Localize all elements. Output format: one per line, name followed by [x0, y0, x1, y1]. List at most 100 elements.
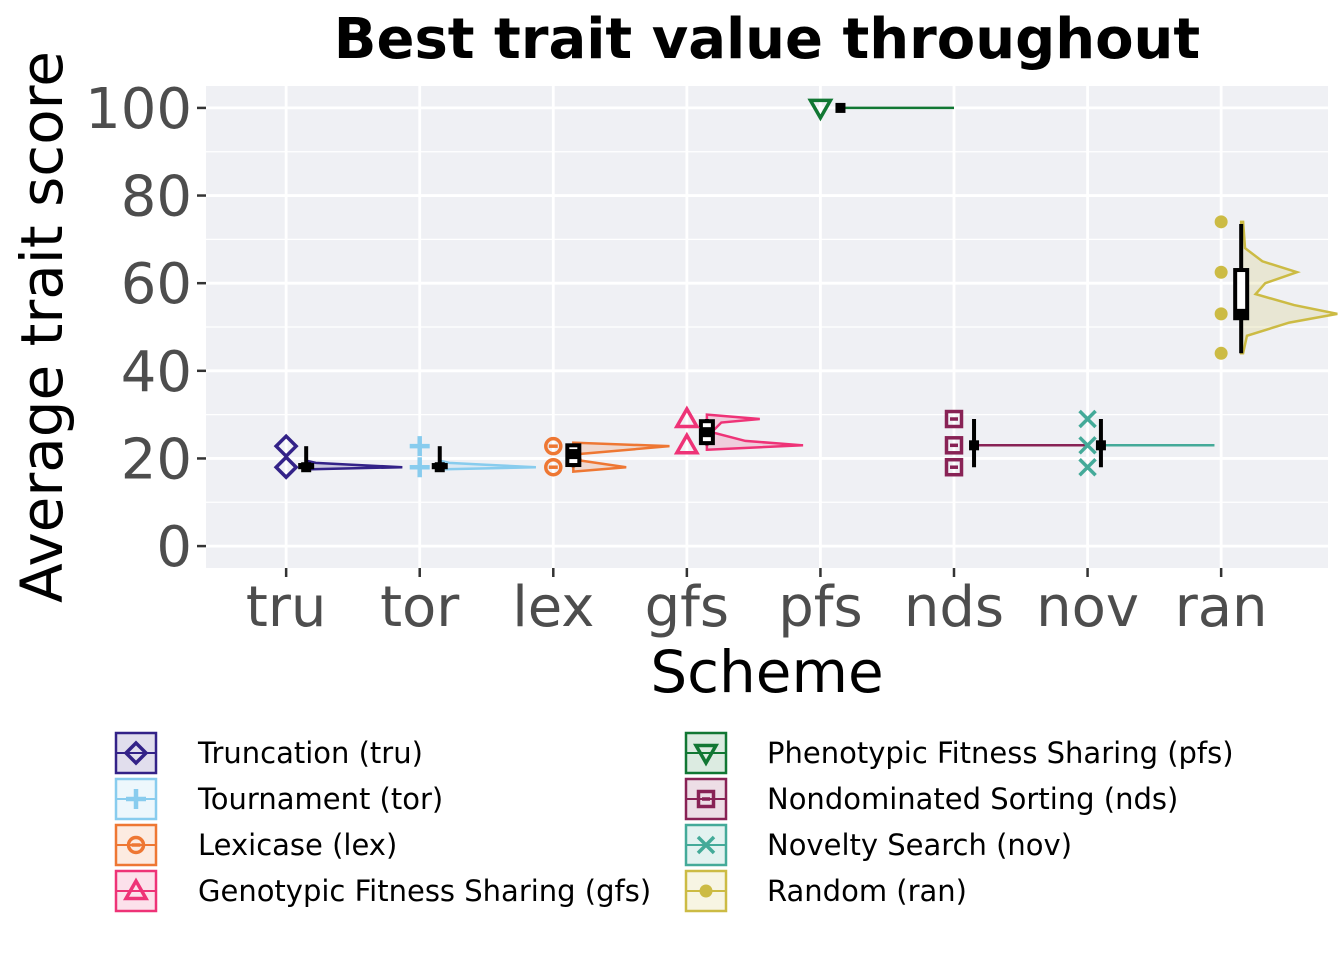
- triangle-down-marker: [692, 743, 720, 767]
- point-nov: [1078, 457, 1097, 477]
- median-nds: [969, 440, 980, 451]
- point-ran: [1214, 307, 1228, 321]
- y-tick-label: 40: [121, 340, 192, 405]
- plus-marker: [409, 436, 430, 457]
- legend-item-nds: Nondominated Sorting (nds): [684, 777, 1178, 821]
- square-marker: [944, 457, 964, 477]
- median-pfs: [835, 102, 846, 113]
- dot-marker: [1214, 265, 1228, 279]
- y-axis-title: Average trait score: [8, 51, 76, 603]
- point-lex: [544, 436, 563, 456]
- series-nds: [944, 409, 1088, 477]
- point-tru: [273, 433, 299, 459]
- point-nov: [1078, 436, 1097, 455]
- triangle-up-marker: [673, 405, 700, 429]
- legend-marker: [699, 884, 713, 898]
- cross-marker: [1078, 409, 1097, 429]
- plus-marker: [126, 789, 146, 809]
- point-tor: [409, 436, 430, 457]
- diamond-marker: [273, 433, 299, 459]
- legend-label: Truncation (tru): [197, 736, 423, 770]
- density-ran: [1239, 220, 1338, 355]
- series-tru: [273, 433, 403, 480]
- x-axis: tru tor lex gfs pfs nds nov ran: [246, 568, 1268, 640]
- triangle-down-marker: [807, 98, 834, 122]
- median-ran: [1236, 308, 1247, 319]
- x-tick-label: gfs: [645, 575, 729, 640]
- median-gfs: [701, 427, 712, 438]
- triangle-up-marker: [122, 877, 150, 901]
- density-gfs: [705, 413, 804, 451]
- legend-marker: [126, 835, 146, 855]
- y-tick-label: 0: [156, 515, 192, 580]
- series-ran: [1214, 215, 1338, 360]
- triangle-up-marker: [673, 431, 700, 455]
- legend-marker: [122, 877, 150, 901]
- median-tor: [434, 462, 445, 473]
- legend-label: Genotypic Fitness Sharing (gfs): [198, 874, 651, 908]
- point-lex: [544, 457, 563, 477]
- cross-marker: [1078, 436, 1097, 455]
- square-marker: [944, 436, 964, 455]
- x-axis-title: Scheme: [650, 638, 883, 706]
- cross-marker: [696, 835, 716, 855]
- legend-label: Random (ran): [767, 874, 967, 908]
- legend-marker: [126, 789, 146, 809]
- plus-marker: [409, 457, 430, 478]
- x-tick-label: tru: [246, 575, 326, 640]
- square-marker: [944, 409, 964, 429]
- legend-label: Lexicase (lex): [198, 828, 397, 862]
- x-tick-label: ran: [1175, 575, 1268, 640]
- x-tick-label: tor: [380, 575, 460, 640]
- legend-item-nov: Novelty Search (nov): [684, 823, 1072, 867]
- legend-item-tru: Truncation (tru): [114, 731, 423, 775]
- circle-marker: [544, 457, 563, 477]
- y-tick-label: 100: [85, 77, 192, 142]
- diamond-marker: [273, 454, 299, 480]
- x-tick-label: pfs: [778, 575, 862, 640]
- point-tor: [409, 457, 430, 478]
- legend-marker: [696, 835, 716, 855]
- point-gfs: [673, 405, 700, 429]
- diamond-marker: [123, 740, 149, 766]
- legend: Truncation (tru) Tournament (tor) Lexicase…: [114, 731, 1234, 913]
- y-axis: 0 20 40 60 80 100: [85, 77, 206, 580]
- legend-item-ran: Random (ran): [684, 869, 967, 913]
- point-tru: [273, 454, 299, 480]
- circle-marker: [126, 835, 146, 855]
- legend-item-gfs: Genotypic Fitness Sharing (gfs): [114, 869, 651, 913]
- series-lex: [544, 436, 670, 477]
- legend-label: Phenotypic Fitness Sharing (pfs): [767, 736, 1234, 770]
- dot-marker: [1214, 215, 1228, 229]
- legend-marker: [123, 740, 149, 766]
- legend-marker: [692, 743, 720, 767]
- point-ran: [1214, 215, 1228, 229]
- legend-item-tor: Tournament (tor): [114, 777, 443, 821]
- legend-label: Novelty Search (nov): [767, 828, 1072, 862]
- cross-marker: [1078, 457, 1097, 477]
- y-tick-label: 80: [121, 165, 192, 230]
- circle-marker: [544, 436, 563, 456]
- gridlines: [206, 86, 1328, 568]
- y-tick-label: 60: [121, 252, 192, 317]
- series-nov: [1078, 409, 1215, 477]
- point-nds: [944, 436, 964, 455]
- dot-marker: [1214, 346, 1228, 360]
- dot-marker: [699, 884, 713, 898]
- median-lex: [568, 449, 579, 460]
- point-ran: [1214, 346, 1228, 360]
- series-pfs: [807, 98, 954, 122]
- x-tick-label: nds: [904, 575, 1004, 640]
- median-tru: [301, 462, 312, 473]
- point-pfs: [807, 98, 834, 122]
- point-gfs: [673, 431, 700, 455]
- series-tor: [409, 436, 536, 478]
- dot-marker: [1214, 307, 1228, 321]
- point-nds: [944, 457, 964, 477]
- legend-item-pfs: Phenotypic Fitness Sharing (pfs): [684, 731, 1234, 775]
- median-nov: [1095, 440, 1106, 451]
- data-marks: [273, 98, 1338, 480]
- y-tick-label: 20: [121, 427, 192, 492]
- point-ran: [1214, 265, 1228, 279]
